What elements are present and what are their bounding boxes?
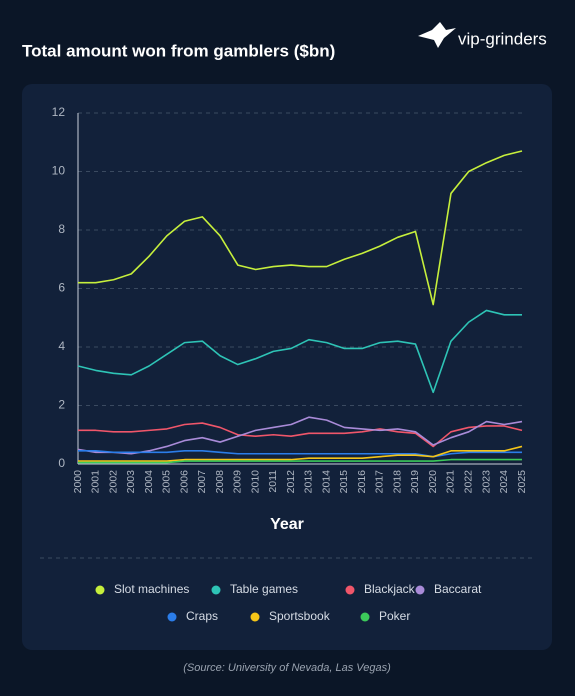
legend-label: Baccarat (434, 582, 482, 596)
legend-label: Sportsbook (269, 609, 331, 623)
legend-label: Poker (379, 609, 410, 623)
series-line (77, 416, 523, 455)
series-line (77, 309, 522, 394)
chart-title: Total amount won from gamblers ($bn) (22, 41, 335, 60)
x-tick-label: 2024 (498, 470, 510, 494)
y-tick-label: 6 (58, 281, 65, 295)
series-line (78, 445, 523, 462)
x-tick-label: 2015 (338, 470, 350, 494)
logo: vip-grinders (418, 22, 547, 48)
legend-marker (95, 585, 105, 595)
x-tick-label: 2019 (409, 470, 421, 494)
x-tick-label: 2002 (107, 470, 119, 494)
legend-marker (250, 612, 260, 622)
x-tick-label: 2016 (356, 470, 368, 494)
x-tick-label: 2000 (72, 470, 84, 494)
chart-card (22, 84, 552, 650)
x-tick-label: 2014 (320, 470, 332, 494)
x-tick-label: 2008 (214, 470, 226, 494)
x-tick-label: 2023 (480, 470, 492, 494)
x-tick-label: 2007 (196, 470, 208, 494)
y-tick-label: 10 (52, 164, 66, 178)
x-tick-label: 2009 (232, 470, 244, 494)
x-tick-label: 2010 (249, 470, 261, 494)
x-tick-label: 2021 (445, 470, 457, 494)
x-tick-label: 2022 (463, 470, 475, 494)
legend-label: Blackjack (364, 582, 416, 596)
y-tick-label: 8 (58, 222, 65, 236)
x-tick-label: 2005 (161, 470, 173, 494)
legend-marker (167, 612, 177, 622)
x-tick-label: 2020 (427, 470, 439, 494)
legend-marker (211, 585, 221, 595)
legend-label: Slot machines (114, 582, 189, 596)
x-tick-label: 2004 (143, 470, 155, 494)
legend-label: Craps (186, 609, 218, 623)
brand-name: vip-grinders (458, 29, 547, 48)
x-tick-label: 2001 (90, 470, 102, 494)
series-line (78, 450, 522, 458)
x-tick-label: 2025 (516, 470, 528, 494)
legend-marker (360, 612, 370, 622)
x-tick-label: 2012 (285, 470, 297, 494)
legend-marker (415, 585, 425, 595)
series-line (78, 458, 522, 464)
source-note: (Source: University of Nevada, Las Vegas… (183, 662, 391, 674)
series-line (78, 150, 523, 306)
logo-bird (418, 22, 456, 48)
x-tick-label: 2006 (178, 470, 190, 494)
x-tick-label: 2013 (303, 470, 315, 494)
series-line (78, 422, 523, 448)
legend-label: Table games (230, 582, 298, 596)
y-tick-label: 12 (52, 105, 66, 119)
x-tick-label: 2017 (374, 470, 386, 494)
x-axis-title: Year (270, 516, 304, 533)
x-tick-label: 2003 (125, 470, 137, 494)
y-tick-label: 2 (58, 398, 65, 412)
legend-marker (345, 585, 355, 595)
y-tick-label: 4 (58, 339, 65, 353)
y-tick-label: 0 (58, 456, 65, 470)
x-tick-label: 2018 (391, 470, 403, 494)
x-tick-label: 2011 (267, 470, 279, 493)
